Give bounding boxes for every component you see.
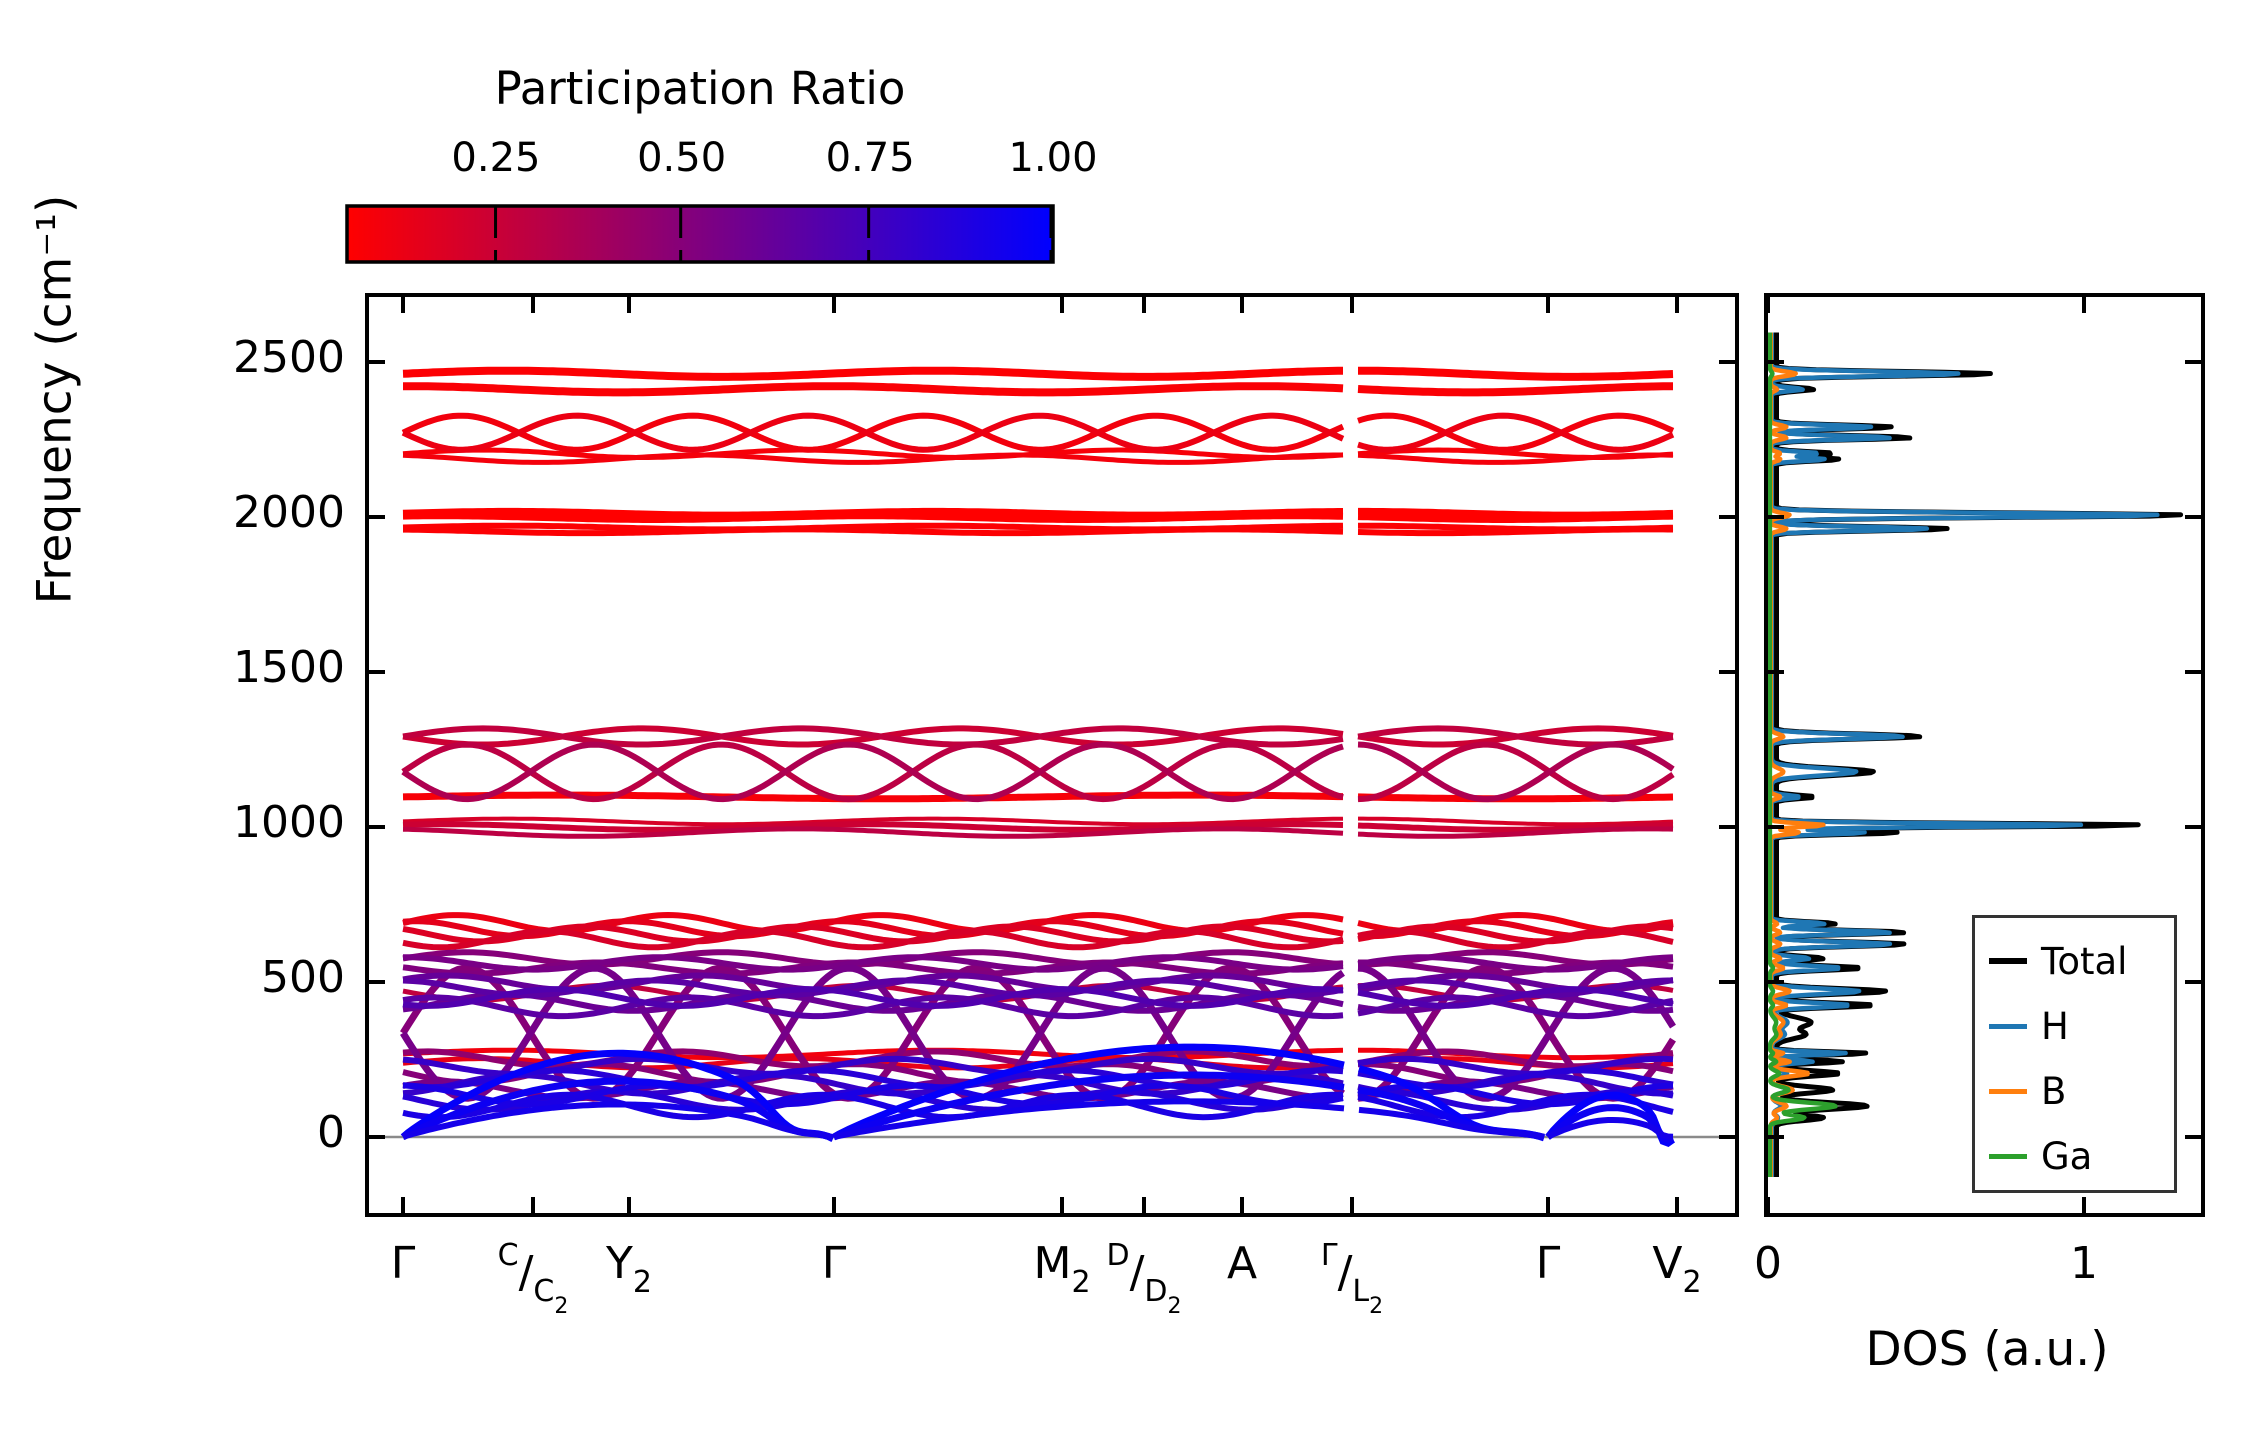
axis-ticks — [1766, 295, 2203, 1215]
kpath-label: Γ/L2 — [1320, 1238, 1384, 1319]
colorbar-title: Participation Ratio — [494, 62, 906, 115]
kpath-label: V2 — [1652, 1238, 1702, 1300]
colorbar-tick-label: 0.25 — [451, 135, 541, 181]
kpath-label: Γ — [1535, 1238, 1561, 1289]
phonon-band — [401, 412, 1675, 453]
phonon-band — [402, 821, 1674, 833]
legend-line-swatch — [1989, 1023, 2027, 1029]
phonon-band — [401, 741, 1675, 803]
participation-ratio-colorbar — [345, 204, 1055, 264]
acoustic-band — [401, 1077, 835, 1142]
y-tick-label: 0 — [317, 1107, 345, 1158]
legend-label: B — [2041, 1069, 2067, 1113]
acoustic-band — [400, 1049, 835, 1143]
phonon-band — [402, 507, 1674, 519]
kpath-label: Γ — [390, 1238, 416, 1289]
kpath-label: M2 — [1033, 1238, 1091, 1300]
acoustic-band — [1545, 1104, 1675, 1143]
phonon-band — [403, 526, 1673, 537]
phonon-band — [402, 986, 1674, 1009]
band-structure-panel — [365, 293, 1739, 1217]
dos-x-tick-label: 0 — [1754, 1238, 1782, 1289]
kpath-label: Y2 — [606, 1238, 652, 1300]
colorbar-border — [345, 204, 1055, 264]
panel-frame — [365, 293, 1739, 1217]
legend-line-swatch — [1989, 1088, 2027, 1094]
panel-frame — [1764, 293, 2205, 1217]
legend-entry-ga: Ga — [1989, 1131, 2092, 1181]
legend-line-swatch — [1989, 1153, 2027, 1159]
dos-x-tick-label: 1 — [2070, 1238, 2098, 1289]
phonon-band — [402, 826, 1674, 839]
phonon-band — [402, 512, 1674, 523]
dos-legend: Total H B Ga — [1972, 915, 2177, 1193]
y-axis-label: Frequency (cm⁻¹) — [27, 194, 83, 605]
kpath-label: C/C2 — [497, 1238, 569, 1319]
phonon-band — [403, 954, 1674, 973]
phonon-band — [402, 366, 1674, 381]
phonon-band — [401, 412, 1675, 453]
colorbar-gradient — [347, 206, 1053, 262]
acoustic-band — [1546, 1117, 1674, 1140]
legend-entry-b: B — [1989, 1066, 2066, 1116]
legend-entry-total: Total — [1989, 936, 2127, 986]
colorbar-tick-label: 1.00 — [1008, 135, 1098, 181]
acoustic-band — [1545, 1091, 1676, 1148]
dos-curve-ga — [1767, 331, 1838, 1179]
legend-label: Ga — [2041, 1134, 2093, 1178]
kpath-label: D/D2 — [1106, 1238, 1182, 1319]
y-tick-label: 500 — [261, 952, 345, 1003]
colorbar-tick-label: 0.75 — [825, 135, 915, 181]
legend-label: Total — [2041, 939, 2128, 983]
dos-curve-total — [1774, 331, 2184, 1179]
acoustic-band — [402, 1101, 834, 1141]
phonon-band — [402, 452, 1674, 465]
y-tick-label: 2500 — [233, 332, 345, 383]
legend-entry-h: H — [1989, 1001, 2069, 1051]
axis-ticks — [367, 295, 1737, 1215]
kpath-label: Γ — [821, 1238, 847, 1289]
kpath-label: A — [1226, 1238, 1258, 1289]
dos-x-axis-label: DOS (a.u.) — [1865, 1322, 2109, 1377]
y-tick-label: 1000 — [233, 797, 345, 848]
colorbar-ticks — [494, 206, 1053, 262]
colorbar-tick-label: 0.50 — [637, 135, 727, 181]
dos-panel — [1764, 293, 2205, 1217]
legend-line-swatch — [1989, 958, 2027, 964]
phonon-band — [403, 382, 1673, 397]
phonon-band — [402, 522, 1674, 533]
y-tick-label: 2000 — [233, 487, 345, 538]
legend-label: H — [2041, 1004, 2069, 1048]
phonon-band — [402, 816, 1674, 827]
phonon-band — [402, 928, 1674, 951]
phonon-band — [401, 741, 1675, 803]
y-tick-label: 1500 — [233, 642, 345, 693]
acoustic-band — [833, 1098, 1545, 1140]
